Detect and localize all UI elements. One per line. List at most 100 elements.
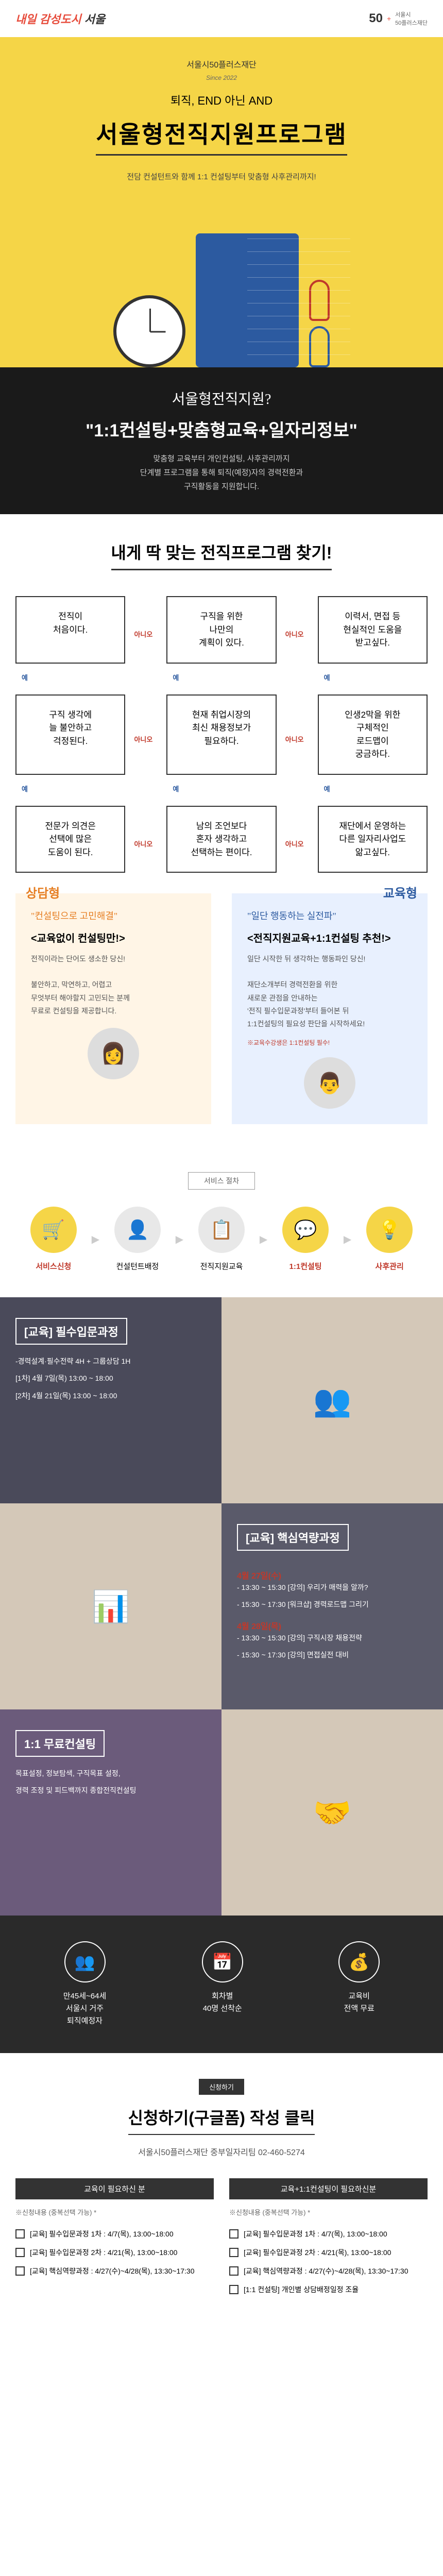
logo-num: 50 — [369, 11, 383, 26]
info-icon: 📅 — [202, 1941, 243, 1982]
apply-title[interactable]: 신청하기(구글폼) 작성 클릭 — [128, 2105, 315, 2135]
hero-image — [15, 202, 428, 367]
flow-grid: 전직이 처음이다.아니오예구직을 위한 나만의 계획이 있다.아니오예이력서, … — [15, 596, 428, 873]
step-icon: 🛒 — [30, 1207, 77, 1253]
apply-section: 신청하기 신청하기(구글폼) 작성 클릭 서울시50플러스재단 중부일자리팀 0… — [0, 2053, 443, 2325]
course-box-1: [교육] 필수입문과정 -경력설계·필수전략 4H + 그룹상담 1H[1차] … — [0, 1297, 222, 1503]
flow-label-yes: 예 — [173, 784, 179, 794]
flow-label-yes: 예 — [173, 673, 179, 683]
info-icon: 👥 — [64, 1941, 106, 1982]
black-banner: 서울형전직지원? "1:1컨설팅+맞춤형교육+일자리정보" 맞춤형 교육부터 개… — [0, 367, 443, 514]
info-icon: 💰 — [338, 1941, 380, 1982]
checkbox[interactable] — [229, 2229, 238, 2239]
hero-title-text: 서울형전직지원프로그램 — [96, 116, 347, 156]
flow-label-no: 아니오 — [285, 839, 304, 850]
hero-title: 서울형전직지원프로그램 — [15, 116, 428, 156]
checkbox[interactable] — [15, 2266, 25, 2276]
step-arrow-icon: ▶ — [92, 1233, 99, 1246]
course-item: - 13:30 ~ 15:30 [강의] 우리가 매력을 알까? — [237, 1581, 428, 1594]
apply-option[interactable]: [교육] 필수입문과정 1차 : 4/7(목), 13:00~18:00 — [15, 2225, 214, 2243]
course-image-3: 🤝 — [222, 1709, 443, 1916]
step-label: 전직지원교육 — [183, 1261, 260, 1272]
logo-plus: + — [387, 14, 391, 23]
result-tag: 상담형 — [26, 883, 60, 901]
flow-label-no: 아니오 — [285, 630, 304, 640]
apply-option[interactable]: [교육] 핵심역량과정 : 4/27(수)~4/28(목), 13:30~17:… — [229, 2262, 428, 2280]
checkbox[interactable] — [15, 2248, 25, 2257]
hero-sub: 서울시50플러스재단 — [15, 58, 428, 70]
info-text: 교육비 전액 무료 — [338, 1990, 380, 2015]
apply-option[interactable]: [1:1 컨설팅] 개인별 상담배정일정 조율 — [229, 2280, 428, 2299]
flow-title: 내게 딱 맞는 전직프로그램 찾기! — [111, 540, 332, 570]
apply-option-label: [교육] 핵심역량과정 : 4/27(수)~4/28(목), 13:30~17:… — [30, 2266, 194, 2276]
course-title: [교육] 필수입문과정 — [15, 1318, 127, 1345]
course-date: 4월 27일(수) — [237, 1569, 428, 1581]
hero-since: Since 2022 — [15, 74, 428, 81]
apply-note: ※신청내용 (중복선택 가능) * — [229, 2207, 428, 2217]
info-grid: 👥만45세~64세 서울시 거주 퇴직예정자📅회차별 40명 선착순💰교육비 전… — [15, 1941, 428, 2027]
info-text: 만45세~64세 서울시 거주 퇴직예정자 — [63, 1990, 107, 2027]
result-illust: 👩 — [88, 1028, 139, 1079]
step-label: 1:1컨설팅 — [267, 1261, 344, 1272]
flow-box: 인생2막을 위한 구체적인 로드맵이 궁금하다.예 — [318, 694, 428, 775]
course-image-1: 👥 — [222, 1297, 443, 1503]
course-box-2: [교육] 핵심역량과정 4월 27일(수) - 13:30 ~ 15:30 [강… — [222, 1503, 443, 1709]
apply-option-label: [1:1 컨설팅] 개인별 상담배정일정 조율 — [244, 2284, 359, 2295]
flow-label-yes: 예 — [324, 673, 330, 683]
result-script: "일단 행동하는 실전파" — [247, 909, 412, 922]
checkbox[interactable] — [229, 2248, 238, 2257]
banner-main: "1:1컨설팅+맞춤형교육+일자리정보" — [15, 416, 428, 442]
flow-label-no: 아니오 — [134, 735, 152, 745]
apply-note: ※신청내용 (중복선택 가능) * — [15, 2207, 214, 2217]
result-tag: 교육형 — [383, 883, 417, 901]
flow-label-no: 아니오 — [134, 630, 152, 640]
checkbox[interactable] — [229, 2266, 238, 2276]
banner-desc-line: 구직활동을 지원합니다. — [15, 480, 428, 494]
course-section: [교육] 필수입문과정 -경력설계·필수전략 4H + 그룹상담 1H[1차] … — [0, 1297, 443, 1916]
apply-option[interactable]: [교육] 필수입문과정 1차 : 4/7(목), 13:00~18:00 — [229, 2225, 428, 2243]
flow-label-yes: 예 — [324, 784, 330, 794]
flow-box: 남의 조언보다 혼자 생각하고 선택하는 편이다.아니오 — [166, 806, 276, 873]
step-arrow-icon: ▶ — [344, 1233, 351, 1246]
flow-box: 구직 생각에 늘 불안하고 걱정된다.아니오예 — [15, 694, 125, 775]
apply-option-label: [교육] 필수입문과정 1차 : 4/7(목), 13:00~18:00 — [30, 2229, 174, 2239]
step-label: 컨설턴트배정 — [99, 1261, 176, 1272]
steps-label-text: 서비스 절차 — [188, 1172, 255, 1190]
checkbox[interactable] — [229, 2285, 238, 2294]
apply-option[interactable]: [교육] 핵심역량과정 : 4/27(수)~4/28(목), 13:30~17:… — [15, 2262, 214, 2280]
flow-label-yes: 예 — [22, 784, 28, 794]
course-item: 경력 조정 및 피드백까지 종합전직컨설팅 — [15, 1784, 206, 1797]
logo-left: 내일 감성도시 서울 — [15, 10, 105, 27]
hero-section: 서울시50플러스재단 Since 2022 퇴직, END 아닌 AND 서울형… — [0, 37, 443, 367]
apply-col-1: 교육이 필요하신 분 ※신청내용 (중복선택 가능) * [교육] 필수입문과정… — [15, 2178, 214, 2299]
step-arrow-icon: ▶ — [260, 1233, 267, 1246]
result-desc: 전직이라는 단어도 생소한 당신! 불안하고, 막연하고, 어렵고 무엇부터 해… — [31, 953, 196, 1018]
banner-desc-line: 맞춤형 교육부터 개인컨설팅, 사후관리까지 — [15, 452, 428, 466]
flow-label-yes: 예 — [22, 673, 28, 683]
flow-label-no: 아니오 — [285, 735, 304, 745]
steps-label: 서비스 절차 — [15, 1176, 428, 1186]
apply-option-label: [교육] 필수입문과정 2차 : 4/21(목), 13:00~18:00 — [30, 2247, 177, 2258]
step-label: 사후관리 — [351, 1261, 428, 1272]
step-icon: 💡 — [366, 1207, 413, 1253]
course-item: - 15:30 ~ 17:30 [강의] 면접실전 대비 — [237, 1649, 428, 1662]
course-title: [교육] 핵심역량과정 — [237, 1524, 349, 1551]
checkbox[interactable] — [15, 2229, 25, 2239]
apply-option[interactable]: [교육] 필수입문과정 2차 : 4/21(목), 13:00~18:00 — [15, 2243, 214, 2262]
result-right: 교육형 "일단 행동하는 실전파" <전직지원교육+1:1컨설팅 추천!> 일단… — [232, 893, 428, 1124]
apply-option[interactable]: [교육] 필수입문과정 2차 : 4/21(목), 13:00~18:00 — [229, 2243, 428, 2262]
logo-prefix: 내일 감성도시 — [15, 13, 81, 26]
course-item: [1차] 4월 7일(목) 13:00 ~ 18:00 — [15, 1372, 206, 1385]
info-item: 💰 교육비 전액 무료 — [338, 1941, 380, 2027]
step-icon: 👤 — [114, 1207, 161, 1253]
banner-script: 서울형전직지원? — [15, 388, 428, 409]
hero-tag: 퇴직, END 아닌 AND — [15, 92, 428, 108]
result-illust: 👨 — [304, 1057, 355, 1109]
course-date: 4월 28일(목) — [237, 1619, 428, 1632]
step-label: 서비스신청 — [15, 1261, 92, 1272]
course-item: - 15:30 ~ 17:30 [워크샵] 경력로드맵 그리기 — [237, 1598, 428, 1611]
step-icon: 💬 — [282, 1207, 329, 1253]
apply-option-label: [교육] 필수입문과정 1차 : 4/7(목), 13:00~18:00 — [244, 2229, 387, 2239]
course-box-3: 1:1 무료컨설팅 목표설정, 정보탐색, 구직목표 설정,경력 조정 및 피드… — [0, 1709, 222, 1916]
result-title: <교육없이 컨설팅만!> — [31, 930, 196, 945]
